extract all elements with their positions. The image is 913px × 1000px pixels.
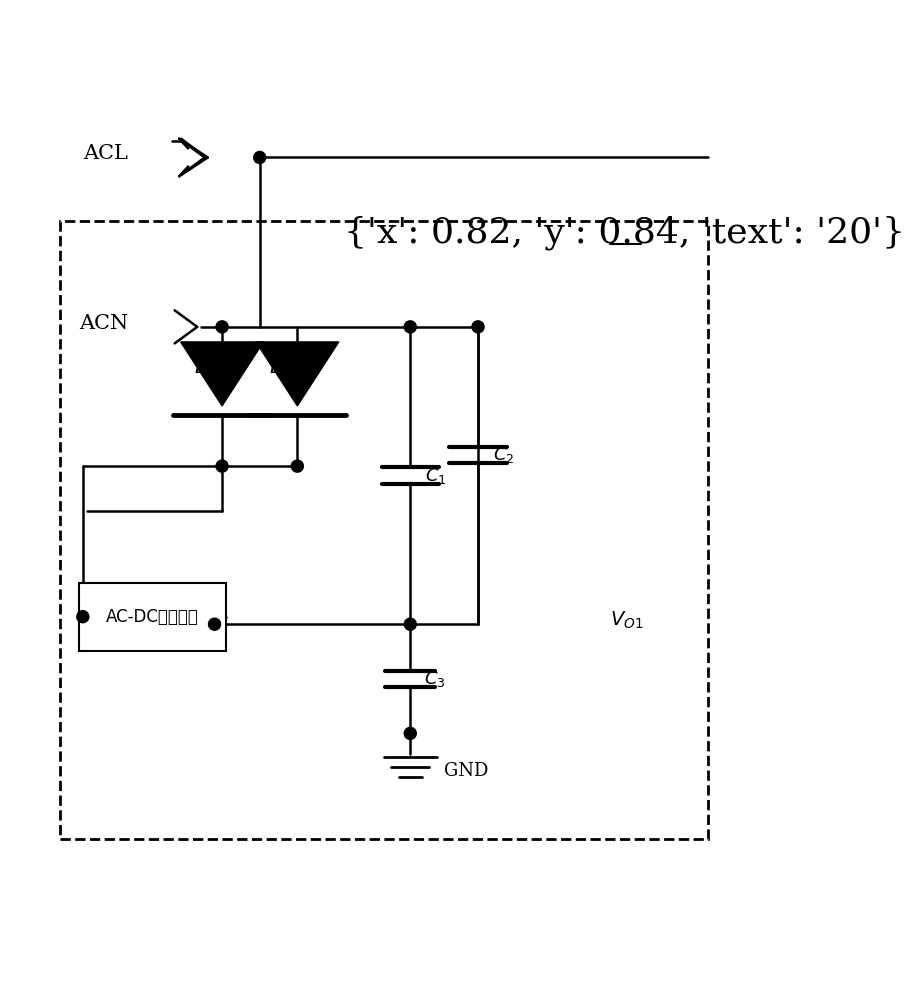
Text: $C_3$: $C_3$: [424, 669, 446, 689]
Circle shape: [254, 151, 266, 164]
Circle shape: [404, 618, 416, 630]
Circle shape: [77, 611, 89, 623]
Circle shape: [216, 460, 228, 472]
Circle shape: [404, 727, 416, 739]
Text: ACL: ACL: [83, 144, 128, 163]
Circle shape: [404, 321, 416, 333]
Text: $V_{O1}$: $V_{O1}$: [610, 610, 644, 631]
Text: AC-DC转换单元: AC-DC转换单元: [106, 608, 199, 626]
Bar: [79, 583, 226, 651]
Polygon shape: [181, 342, 264, 406]
Text: $C_1$: $C_1$: [425, 466, 446, 486]
Circle shape: [208, 618, 221, 630]
Circle shape: [472, 321, 484, 333]
Text: $D_2$: $D_2$: [269, 358, 294, 379]
Text: $D_1$: $D_1$: [194, 358, 218, 379]
Circle shape: [291, 460, 303, 472]
Text: $C_2$: $C_2$: [493, 445, 514, 465]
Text: ACN: ACN: [79, 314, 128, 333]
Bar: [60, 221, 708, 839]
Text: {'x': 0.82, 'y': 0.84, 'text': '20'}: {'x': 0.82, 'y': 0.84, 'text': '20'}: [344, 216, 906, 250]
Circle shape: [216, 321, 228, 333]
Text: GND: GND: [444, 762, 488, 780]
Polygon shape: [256, 342, 339, 406]
